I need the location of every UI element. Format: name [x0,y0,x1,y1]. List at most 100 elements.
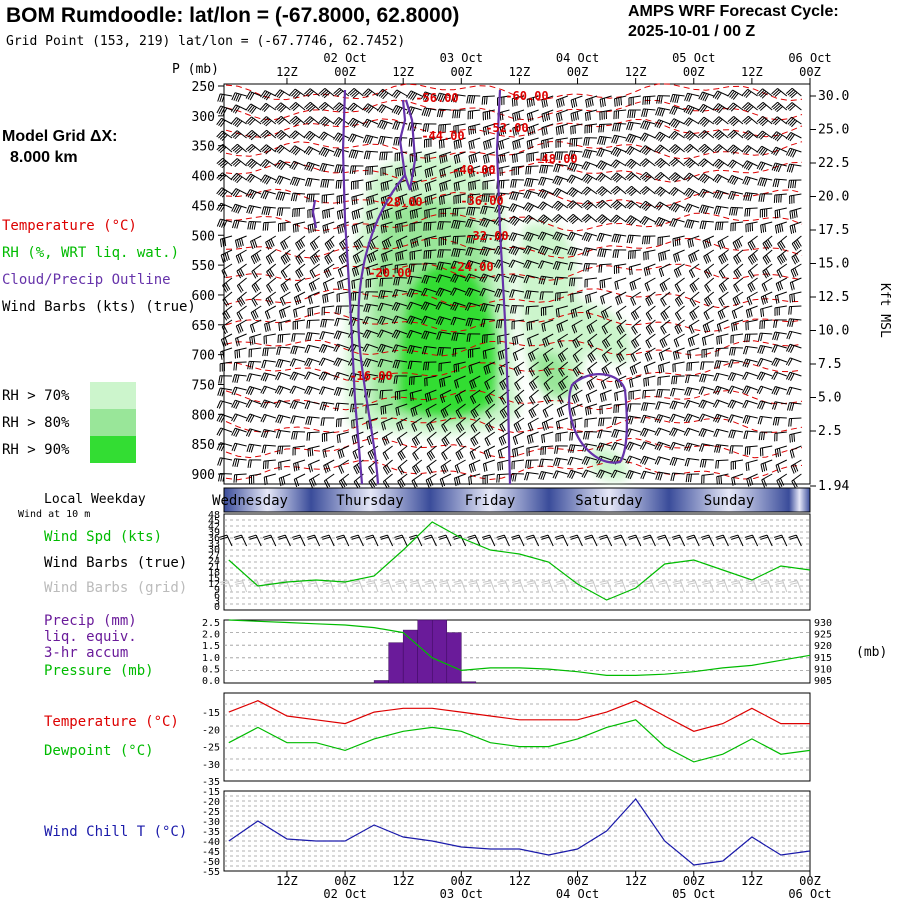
wind-barb-flag [537,260,543,269]
wind-barb-flag [541,165,544,174]
wind-barb-flag [545,165,549,174]
wind-barb-flag [427,108,432,117]
wind-barb-flag [234,146,242,153]
wind-barb-flag [372,195,375,204]
wind-barb-flag [557,126,560,135]
pressure-tick-label: 750 [192,379,215,394]
wind-barb-flag [381,278,384,287]
wind-barb-flag [370,224,373,233]
wind-barb-flag [612,215,619,223]
wind-barb-flag [395,137,398,146]
model-grid-label: Model Grid ΔX: [2,128,118,145]
wind-barb-flag [508,215,514,223]
wind-barb-flag [762,295,766,304]
wind-barb-flag [384,405,387,414]
top-time-tick-label: 00Z [334,65,356,79]
wind-barb-flag [424,183,428,193]
wind-barb-flag [472,235,476,244]
wind-barb-flag [730,105,738,112]
wind-barb-flag [571,432,574,441]
wind-barb-flag [571,138,574,147]
wind-barb-flag [219,133,227,140]
wind-barb-flag [758,193,761,202]
wind-barb-flag [771,146,777,155]
wind-barb-flag [339,225,342,234]
wind-barb-flag [703,120,710,128]
wind-barb-flag [222,285,227,293]
wind-barb-flag [572,99,576,108]
wind-barb-flag [672,94,676,103]
wind-barb-flag [771,162,776,171]
wind-barb-flag [296,269,302,278]
wind-barb-flag [251,106,257,114]
wind-barb-flag [310,295,313,304]
wind-barb-flag [438,109,442,118]
wind-barb-flag [610,159,617,167]
cross-section-panel: -56.00 -60.00-44.00-52.00-48.00-40.00-28.… [192,51,850,494]
wind-barb-flag [253,239,258,248]
wind-barb-flag [265,93,272,101]
wind-barb-flag [618,295,623,304]
wind-barb-flag [399,210,402,219]
wind-barb-flag [674,121,681,129]
wind-barb-flag [238,349,241,358]
wind-barb-flag [699,145,707,152]
wind-barb-flag [465,247,469,256]
wind-barb-flag [291,131,298,139]
wind-barb-flag [772,117,780,124]
wind-barb-flag [485,248,490,257]
wind-barb-flag [294,284,300,293]
wind-barb-flag [289,102,297,109]
wind-barb-flag [334,103,342,110]
wind-barb-flag [569,432,571,441]
wind-barb-flag [541,127,544,136]
wind-barb-flag [687,146,694,153]
wind-barb-flag [570,150,574,159]
wind-barb-flag [356,253,361,262]
wind-barb-flag [219,160,227,167]
wind-barb-flag [674,94,678,103]
wind-barb-flag [573,138,576,147]
wind-barb-flag [443,154,446,163]
wind-barb-flag [714,145,722,152]
wind-barb-flag [656,159,663,166]
legend-cloud: Cloud/Precip Outline [2,272,171,288]
wind-barb-flag [703,176,710,184]
wind-barb-flag [743,90,750,97]
wind-barb-flag [265,207,269,216]
wind-barb-flag [482,234,486,243]
wind-barb-flag [454,236,457,245]
wind-barb-flag [452,348,455,357]
wind-barb-flag [672,120,679,128]
wind-barb-flag [571,163,576,172]
wind-barb-flag [366,120,372,128]
wind-barb-flag [279,298,284,306]
wind-barb-flag [654,158,662,165]
wind-barb-flag [571,218,579,225]
wind-barb-flag [775,283,780,292]
wind-barb-flag [525,246,530,254]
wind-barb-flag [751,240,756,248]
wind-barb-flag [464,287,470,296]
wind-barb-flag [424,263,428,272]
wind-barb-flag [494,246,499,254]
wind-barb-flag [793,224,797,233]
wind-barb-flag [772,178,776,187]
wind-barb-flag [744,176,749,185]
wind-barb-flag [274,144,281,152]
wind-barb-flag [304,178,309,187]
wind-barb-flag [512,127,515,137]
wind-barb-flag [380,136,384,145]
wind-barb-flag [236,299,242,307]
wind-barb-flag [685,105,691,114]
wind-barb-flag [429,222,432,231]
wind-barb-flag [452,288,457,296]
wind-barb-flag [598,124,601,133]
wind-barb-flag [657,203,664,211]
wind-barb-flag [245,173,252,181]
wind-barb-flag [452,208,455,217]
wind-barb-flag [774,118,782,126]
wind-barb-flag [676,237,679,246]
wind-barb-flag [691,238,694,247]
wind-barb-flag [464,260,470,268]
